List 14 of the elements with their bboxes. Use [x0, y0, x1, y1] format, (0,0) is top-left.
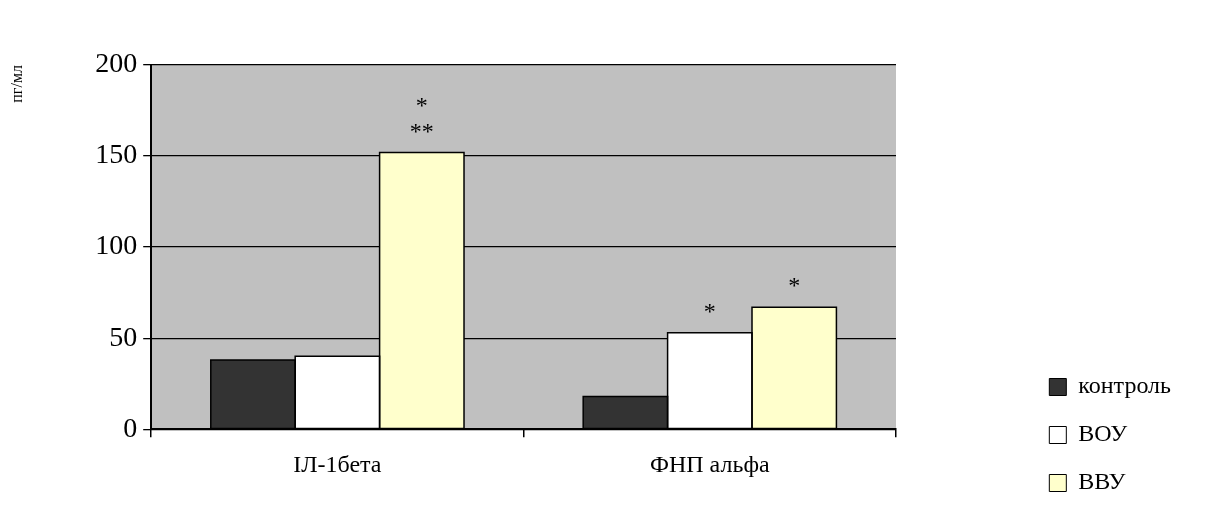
y-tick-label: 200	[95, 47, 138, 79]
legend-label: контроль	[1078, 372, 1172, 399]
y-tick-label: 50	[109, 320, 138, 352]
legend-label: ВВУ	[1078, 468, 1126, 495]
y-tick-label: 100	[95, 229, 138, 261]
x-tick-label: ІЛ-1бета	[293, 450, 382, 477]
data-label: *	[703, 297, 716, 324]
y-tick-label: 0	[123, 411, 138, 443]
x-tick-label: ФНП альфа	[649, 450, 770, 477]
legend-label: ВОУ	[1078, 420, 1128, 447]
y-tick-label: 150	[95, 138, 138, 170]
y-axis-title: пг/мл	[7, 64, 25, 103]
data-label: * **	[409, 91, 434, 144]
data-label: *	[788, 272, 801, 299]
